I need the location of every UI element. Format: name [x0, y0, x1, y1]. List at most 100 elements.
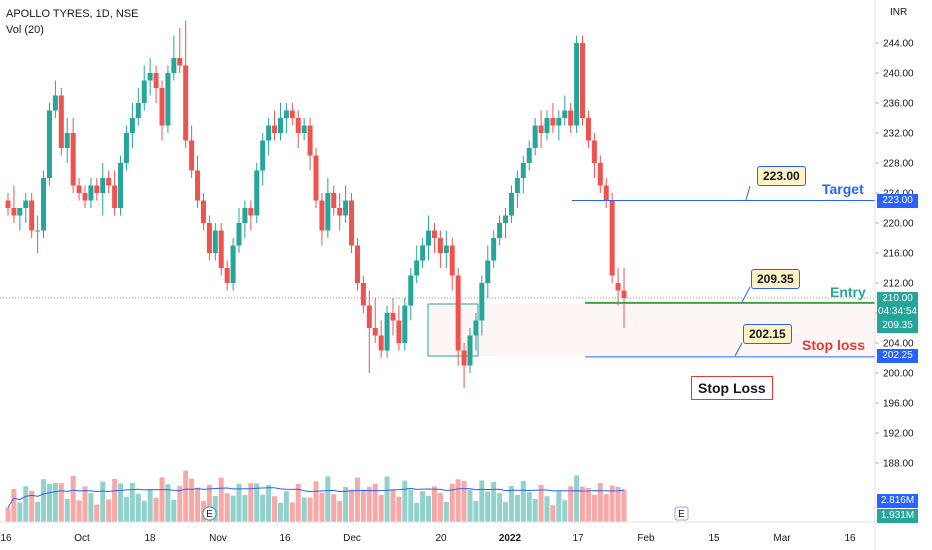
entry-label: Entry: [830, 284, 866, 300]
candle-body: [141, 80, 147, 103]
volume-bar: [260, 494, 266, 522]
candle-body: [260, 140, 266, 171]
time-tick-label: Feb: [637, 533, 655, 544]
volume-last-tag[interactable]: 1.931M: [877, 509, 918, 523]
volume-bar: [491, 482, 497, 522]
candle-body: [64, 133, 70, 148]
volume-bar: [473, 501, 479, 522]
price-candles: [5, 20, 627, 388]
volume-bar: [390, 490, 396, 522]
price-tick-label: 244.00: [883, 39, 914, 50]
candle-body: [420, 245, 426, 261]
candle-body: [277, 118, 283, 133]
volume-bar: [514, 495, 520, 522]
volume-bar: [307, 497, 313, 522]
candle-body: [532, 125, 538, 148]
candle-body: [503, 215, 509, 223]
volume-bar: [100, 481, 106, 522]
price-tick-label: 192.00: [883, 429, 914, 440]
volume-bar: [295, 484, 301, 522]
candle-body: [337, 208, 343, 216]
volume-bar: [123, 496, 129, 522]
stop-price-tag[interactable]: 202.25: [877, 349, 918, 363]
candle-body: [443, 245, 449, 253]
volume-bar: [414, 503, 420, 522]
candle-body: [283, 110, 289, 118]
volume-bar: [165, 484, 171, 522]
price-axis[interactable]: 244.00240.00236.00232.00228.00224.00220.…: [875, 39, 914, 470]
volume-bar: [520, 481, 526, 522]
volume-bar: [526, 492, 532, 522]
volume-bar: [544, 496, 550, 522]
candle-body: [473, 320, 479, 336]
candle-body: [497, 223, 503, 238]
time-axis[interactable]: 16 Oct 18 Nov 16 Dec 20 2022 17 Feb 15 Mar 16: [0, 533, 856, 544]
current-price-tag[interactable]: 210.00: [877, 292, 918, 306]
target-price-tag[interactable]: 223.00: [877, 194, 918, 208]
volume-bar: [112, 478, 118, 522]
candle-body: [414, 260, 420, 276]
target-callout[interactable]: 223.00: [757, 166, 806, 186]
stop-loss-box[interactable]: Stop Loss: [691, 376, 773, 400]
volume-bar: [372, 483, 378, 522]
candle-body: [41, 178, 47, 231]
candle-body: [408, 275, 414, 306]
candle-body: [313, 155, 319, 201]
candle-body: [585, 118, 591, 141]
volume-bar: [313, 481, 319, 522]
time-tick-label: 2022: [499, 533, 522, 544]
entry-callout-pointer: [741, 286, 751, 303]
volume-bar: [615, 487, 621, 522]
volume-bar: [384, 476, 390, 522]
candle-body: [295, 118, 301, 133]
candle-body: [461, 350, 467, 366]
volume-bar: [41, 479, 47, 522]
price-tick-label: 188.00: [883, 459, 914, 470]
candle-body: [562, 110, 568, 118]
candle-body: [106, 178, 112, 186]
volume-bar: [218, 477, 224, 522]
candle-body: [621, 290, 627, 298]
earnings-marker-icon[interactable]: [202, 506, 217, 521]
volume-bar: [443, 502, 449, 522]
volume-bar: [420, 491, 426, 522]
candle-body: [556, 118, 562, 126]
volume-bar: [153, 498, 159, 522]
chart-title[interactable]: APOLLO TYRES, 1D, NSE: [6, 8, 139, 20]
candle-body: [609, 200, 615, 276]
volume-bar: [360, 491, 366, 522]
target-callout-pointer: [745, 185, 751, 201]
candle-body: [94, 185, 100, 193]
volume-ma-tag[interactable]: 2.816M: [877, 494, 918, 508]
candle-body: [153, 73, 159, 88]
volume-bar: [52, 483, 58, 522]
volume-bar: [230, 495, 236, 522]
volume-bar: [5, 507, 11, 522]
volume-bar: [343, 487, 349, 522]
future-earnings-marker-icon[interactable]: [674, 506, 689, 521]
candle-body: [349, 200, 355, 246]
price-tick-label: 212.00: [883, 279, 914, 290]
candle-body: [100, 178, 106, 193]
volume-bar: [277, 503, 283, 522]
candle-body: [319, 200, 325, 231]
volume-bar: [189, 478, 195, 522]
volume-bar: [532, 499, 538, 522]
volume-bar: [183, 470, 189, 522]
candle-body: [568, 110, 574, 126]
entry-callout[interactable]: 209.35: [751, 269, 800, 289]
price-tick-label: 232.00: [883, 129, 914, 140]
volume-indicator-label[interactable]: Vol (20): [6, 24, 44, 36]
candle-body: [206, 223, 212, 253]
volume-bar: [135, 494, 141, 522]
entry-price-tag[interactable]: 209.35: [877, 319, 918, 333]
volume-bar: [76, 500, 82, 522]
volume-bars: [5, 470, 627, 522]
candle-body: [520, 163, 526, 178]
stop-callout[interactable]: 202.15: [743, 324, 792, 344]
candle-body: [514, 178, 520, 193]
volume-bar: [106, 499, 112, 522]
volume-bar: [467, 489, 473, 522]
candle-body: [11, 208, 17, 216]
